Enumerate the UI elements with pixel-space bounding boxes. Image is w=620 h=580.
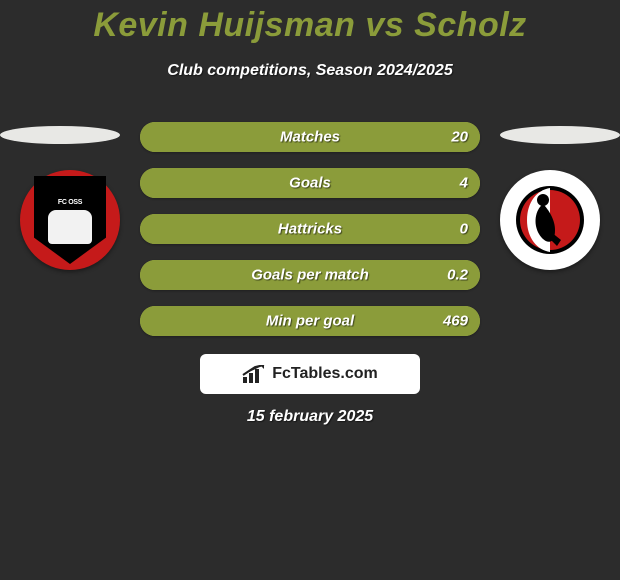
stats-list: Matches 20 Goals 4 Hattricks 0 Goals per match… <box>140 122 480 352</box>
stat-row: Goals 4 <box>140 168 480 198</box>
stat-value-right: 4 <box>460 175 468 192</box>
team-a-logo: FC OSS <box>20 170 120 270</box>
player-b-photo-placeholder <box>500 126 620 144</box>
stat-value-right: 0.2 <box>447 267 468 284</box>
stat-row: Min per goal 469 <box>140 306 480 336</box>
player-a-photo-placeholder <box>0 126 120 144</box>
team-a-crest: FC OSS <box>34 176 106 264</box>
attribution-badge: FcTables.com <box>200 354 420 394</box>
team-b-logo <box>500 170 600 270</box>
stat-row: Goals per match 0.2 <box>140 260 480 290</box>
stat-row: Hattricks 0 <box>140 214 480 244</box>
stat-value-right: 469 <box>443 313 468 330</box>
stat-row: Matches 20 <box>140 122 480 152</box>
comparison-subtitle: Club competitions, Season 2024/2025 <box>0 62 620 80</box>
team-b-crest <box>515 180 585 260</box>
team-a-crest-mascot <box>48 210 92 244</box>
stat-label: Matches <box>280 129 340 146</box>
comparison-title: Kevin Huijsman vs Scholz <box>0 6 620 45</box>
comparison-card: Kevin Huijsman vs Scholz Club competitio… <box>0 0 620 580</box>
stat-label: Min per goal <box>266 313 354 330</box>
stat-value-right: 20 <box>451 129 468 146</box>
stat-label: Goals <box>289 175 331 192</box>
stat-label: Goals per match <box>251 267 369 284</box>
comparison-date: 15 february 2025 <box>0 408 620 426</box>
attribution-text: FcTables.com <box>272 365 378 383</box>
stat-value-right: 0 <box>460 221 468 238</box>
attribution-chart-icon <box>242 365 266 383</box>
team-a-crest-text: FC OSS <box>58 199 82 206</box>
stat-label: Hattricks <box>278 221 342 238</box>
